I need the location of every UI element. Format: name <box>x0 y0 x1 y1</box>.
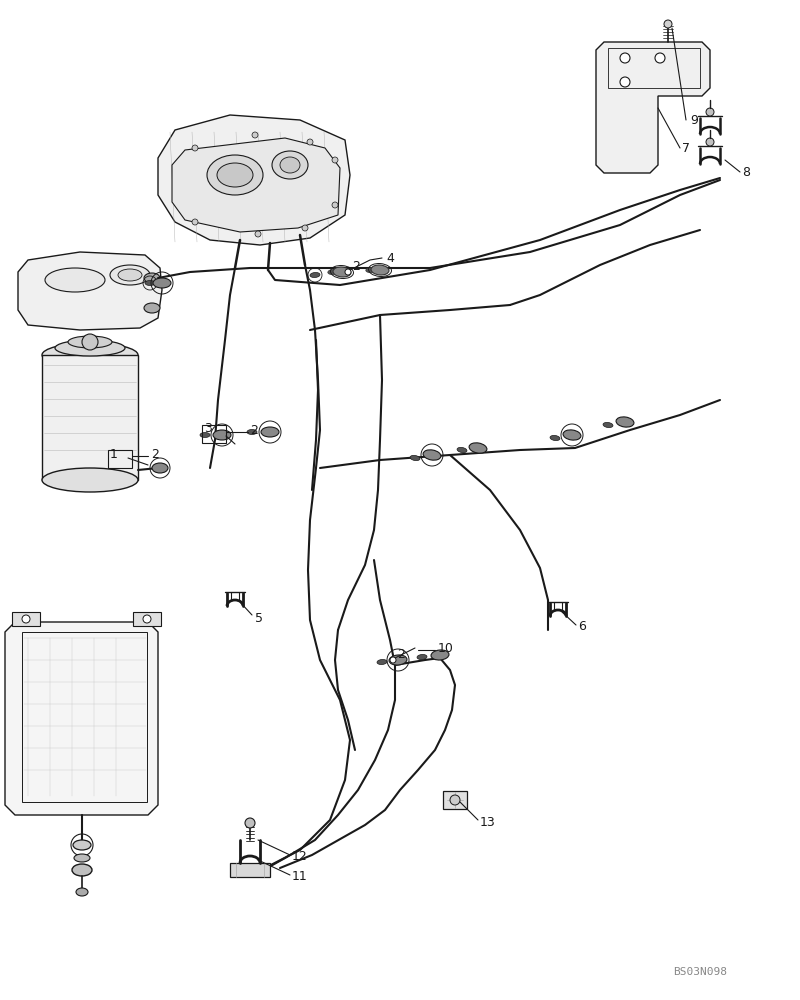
Ellipse shape <box>110 265 150 285</box>
Circle shape <box>450 795 460 805</box>
Circle shape <box>307 139 313 145</box>
Ellipse shape <box>200 432 210 438</box>
Ellipse shape <box>152 463 168 473</box>
Circle shape <box>252 132 258 138</box>
Bar <box>608 48 700 88</box>
Circle shape <box>706 138 714 146</box>
Ellipse shape <box>333 267 351 277</box>
Circle shape <box>332 202 338 208</box>
Ellipse shape <box>247 430 257 434</box>
Circle shape <box>620 53 630 63</box>
Circle shape <box>655 53 665 63</box>
Text: 2: 2 <box>250 424 258 436</box>
Ellipse shape <box>469 443 487 453</box>
Circle shape <box>192 219 198 225</box>
Ellipse shape <box>423 450 441 460</box>
Circle shape <box>302 225 308 231</box>
Ellipse shape <box>76 888 88 896</box>
Circle shape <box>245 818 255 828</box>
Ellipse shape <box>42 343 138 367</box>
Ellipse shape <box>213 430 231 440</box>
Bar <box>108 450 132 468</box>
Ellipse shape <box>73 840 91 850</box>
Ellipse shape <box>74 854 90 862</box>
Polygon shape <box>5 622 158 815</box>
Ellipse shape <box>410 455 420 461</box>
Text: 2: 2 <box>151 448 159 460</box>
Ellipse shape <box>72 864 92 876</box>
Ellipse shape <box>272 151 308 179</box>
Text: BS03N098: BS03N098 <box>673 967 727 977</box>
Text: 2: 2 <box>397 648 405 662</box>
Text: 10: 10 <box>438 642 454 654</box>
Circle shape <box>255 231 261 237</box>
Circle shape <box>664 20 672 28</box>
Ellipse shape <box>261 427 279 437</box>
Text: 5: 5 <box>255 611 263 624</box>
Text: 12: 12 <box>292 850 308 862</box>
Text: 2: 2 <box>352 260 360 273</box>
Ellipse shape <box>153 278 171 288</box>
Circle shape <box>82 334 98 350</box>
Ellipse shape <box>310 272 320 278</box>
Polygon shape <box>18 252 162 330</box>
Text: 6: 6 <box>578 620 586 634</box>
Ellipse shape <box>280 157 300 173</box>
Circle shape <box>143 615 151 623</box>
Ellipse shape <box>550 435 560 441</box>
Ellipse shape <box>457 447 467 453</box>
Circle shape <box>22 615 30 623</box>
Circle shape <box>620 77 630 87</box>
Polygon shape <box>158 115 350 245</box>
Polygon shape <box>172 138 340 232</box>
Ellipse shape <box>207 155 263 195</box>
Text: 11: 11 <box>292 869 308 882</box>
Ellipse shape <box>217 163 253 187</box>
Ellipse shape <box>616 417 634 427</box>
Text: 7: 7 <box>682 141 690 154</box>
Ellipse shape <box>68 336 112 348</box>
Polygon shape <box>230 863 270 877</box>
Text: 8: 8 <box>742 166 750 180</box>
Ellipse shape <box>389 655 407 665</box>
Text: 13: 13 <box>480 816 496 828</box>
Bar <box>133 612 161 626</box>
Circle shape <box>332 157 338 163</box>
Bar <box>42 355 138 480</box>
Bar <box>443 791 467 809</box>
Text: 1: 1 <box>110 448 118 460</box>
Ellipse shape <box>431 650 449 660</box>
Circle shape <box>706 108 714 116</box>
Circle shape <box>192 145 198 151</box>
Bar <box>22 632 147 802</box>
Ellipse shape <box>45 268 105 292</box>
Circle shape <box>345 269 351 275</box>
Ellipse shape <box>55 340 125 356</box>
Ellipse shape <box>366 267 376 273</box>
Ellipse shape <box>377 659 387 665</box>
Text: 3: 3 <box>204 422 212 436</box>
Ellipse shape <box>42 468 138 492</box>
Ellipse shape <box>603 422 613 428</box>
Ellipse shape <box>371 265 389 275</box>
Ellipse shape <box>144 303 160 313</box>
Ellipse shape <box>145 280 155 286</box>
Text: 4: 4 <box>386 251 394 264</box>
Text: 9: 9 <box>690 113 698 126</box>
Bar <box>202 425 226 443</box>
Ellipse shape <box>328 269 338 275</box>
Ellipse shape <box>118 269 142 281</box>
Bar <box>12 612 40 626</box>
Ellipse shape <box>417 654 427 660</box>
Polygon shape <box>596 42 710 173</box>
Ellipse shape <box>144 273 160 283</box>
Ellipse shape <box>563 430 581 440</box>
Circle shape <box>390 657 396 663</box>
